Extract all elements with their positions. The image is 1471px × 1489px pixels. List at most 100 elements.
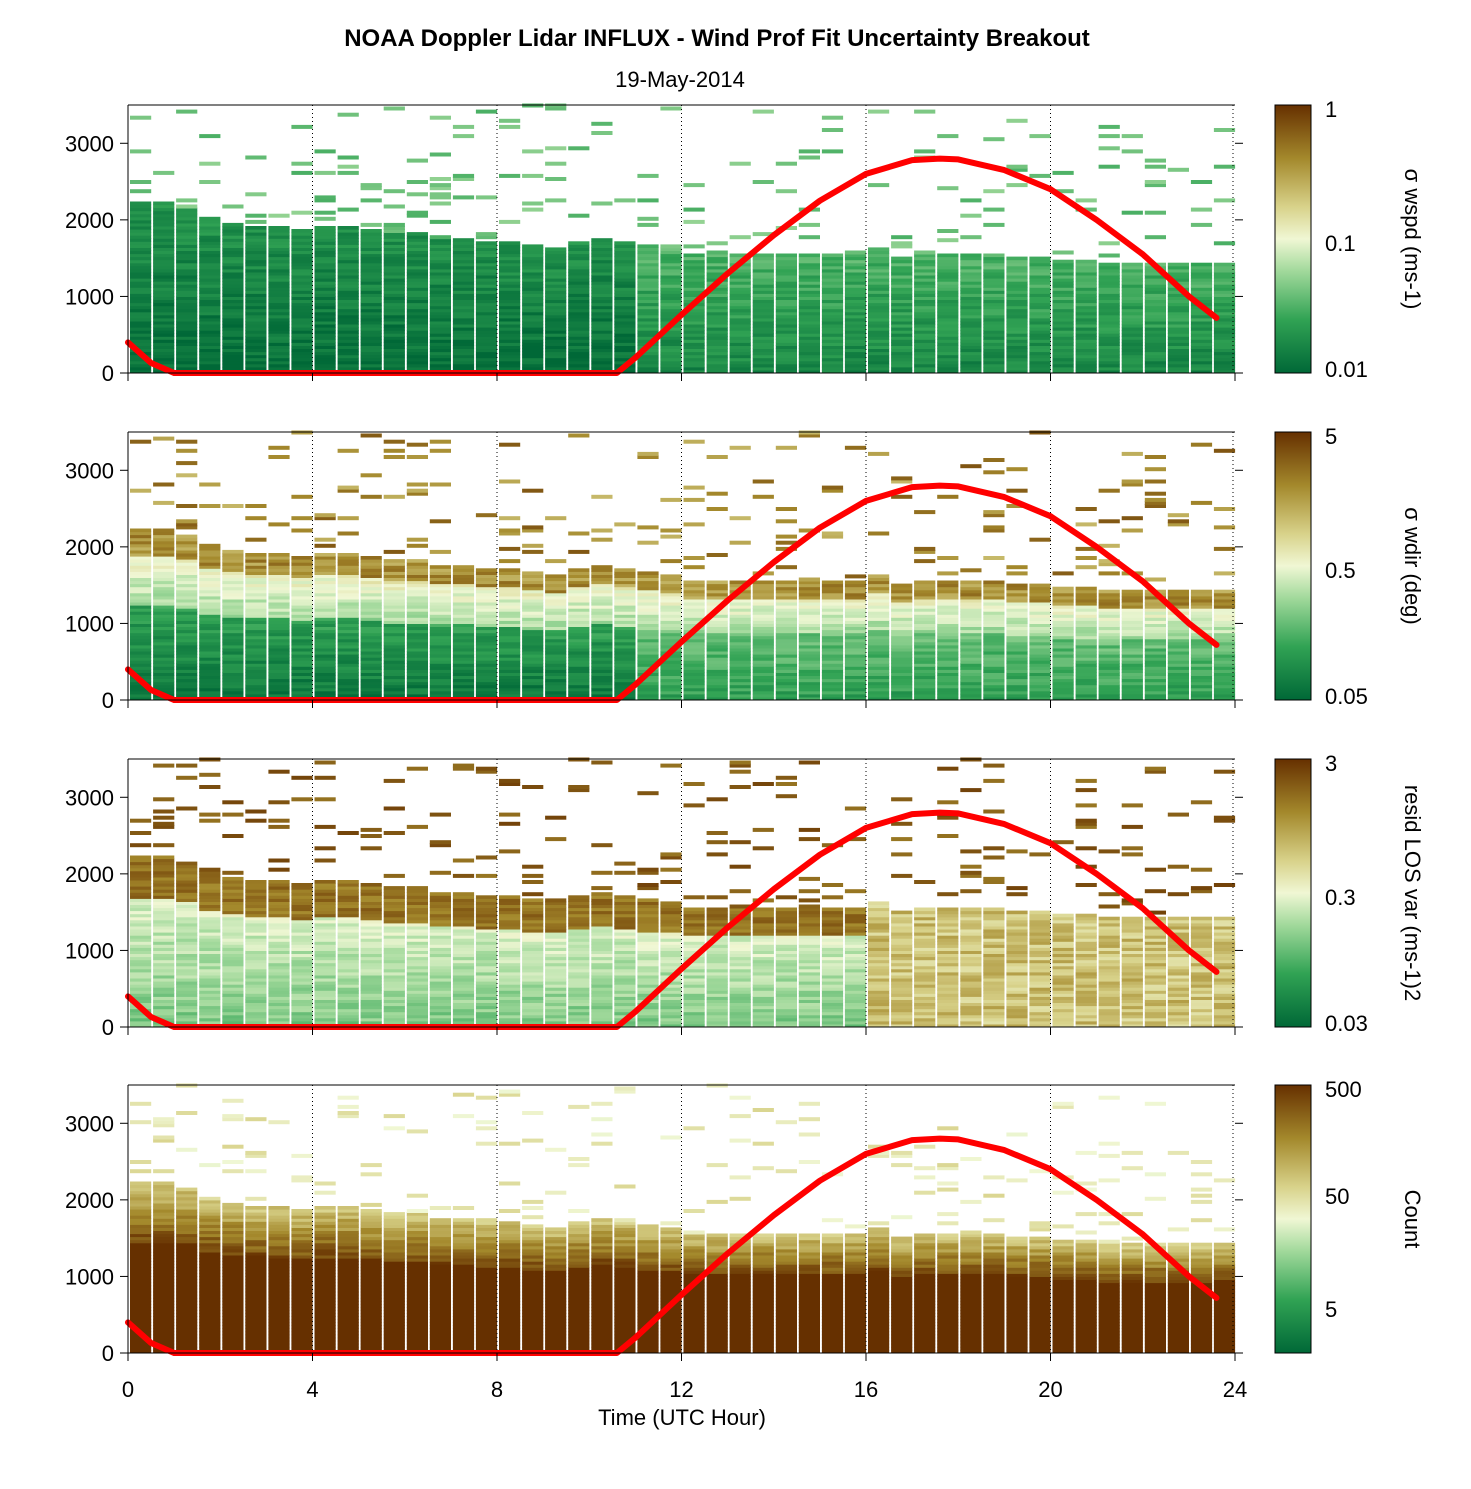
heatmap-cell — [453, 578, 474, 582]
heatmap-cell — [937, 685, 958, 689]
heatmap-cell — [338, 611, 359, 615]
heatmap-cell — [130, 293, 151, 297]
heatmap-cell — [1214, 293, 1235, 297]
heatmap-cell — [407, 315, 428, 319]
heatmap-cell — [753, 620, 774, 624]
heatmap-cell — [338, 571, 359, 575]
heatmap-cell — [268, 895, 289, 899]
heatmap-cell — [868, 293, 889, 297]
heatmap-cell — [453, 324, 474, 328]
heatmap-cell — [245, 342, 266, 346]
heatmap-cell — [291, 620, 312, 624]
heatmap-cell — [176, 235, 197, 239]
heatmap-cell — [361, 244, 382, 248]
heatmap-cell — [338, 516, 359, 520]
heatmap-cell — [245, 260, 266, 264]
heatmap-cell — [983, 260, 1004, 264]
heatmap-cell — [868, 636, 889, 640]
heatmap-cell — [130, 208, 151, 212]
heatmap-cell — [268, 593, 289, 597]
y-tick-label: 0 — [102, 688, 114, 713]
heatmap-cell — [776, 660, 797, 664]
heatmap-cell — [245, 235, 266, 239]
heatmap-cell — [407, 584, 428, 588]
heatmap-cell — [660, 676, 681, 680]
heatmap-cell — [591, 342, 612, 346]
heatmap-cell — [776, 275, 797, 279]
heatmap-cell — [361, 651, 382, 655]
heatmap-cell — [684, 593, 705, 597]
heatmap-cell — [660, 300, 681, 304]
heatmap-cell — [914, 510, 935, 514]
heatmap-cell — [384, 367, 405, 371]
heatmap-cell — [153, 978, 174, 982]
heatmap-cell — [1145, 367, 1166, 371]
heatmap-cell — [153, 954, 174, 958]
heatmap-cell — [222, 587, 243, 591]
heatmap-cell — [868, 260, 889, 264]
heatmap-cell — [153, 232, 174, 236]
heatmap-cell — [315, 278, 336, 282]
heatmap-cell — [1168, 333, 1189, 337]
heatmap-cell — [338, 244, 359, 248]
heatmap-cell — [753, 180, 774, 184]
heatmap-cell — [499, 645, 520, 649]
heatmap-cell — [1145, 358, 1166, 362]
heatmap-cell — [384, 578, 405, 582]
heatmap-cell — [430, 676, 451, 680]
heatmap-cell — [1099, 590, 1120, 594]
heatmap-cell — [361, 300, 382, 304]
heatmap-cell — [568, 278, 589, 282]
heatmap-cell — [591, 587, 612, 591]
heatmap-cell — [891, 318, 912, 322]
heatmap-cell — [222, 257, 243, 261]
heatmap-cell — [914, 339, 935, 343]
heatmap-cell — [1029, 642, 1050, 646]
heatmap-cell — [799, 327, 820, 331]
heatmap-cell — [799, 691, 820, 695]
heatmap-cell — [291, 627, 312, 631]
heatmap-cell — [176, 905, 197, 909]
heatmap-cell — [222, 284, 243, 288]
heatmap-cell — [1191, 352, 1212, 356]
heatmap-cell — [361, 562, 382, 566]
heatmap-cell — [291, 636, 312, 640]
heatmap-cell — [407, 666, 428, 670]
heatmap-cell — [315, 584, 336, 588]
heatmap-cell — [268, 1018, 289, 1022]
heatmap-cell — [591, 605, 612, 609]
heatmap-cell — [268, 284, 289, 288]
heatmap-cell — [983, 223, 1004, 227]
heatmap-cell — [1029, 290, 1050, 294]
heatmap-cell — [1053, 339, 1074, 343]
heatmap-cell — [753, 679, 774, 683]
heatmap-cell — [291, 568, 312, 572]
heatmap-cell — [222, 691, 243, 695]
heatmap-cell — [453, 195, 474, 199]
heatmap-cell — [338, 315, 359, 319]
heatmap-cell — [1168, 266, 1189, 270]
heatmap-cell — [707, 636, 728, 640]
heatmap-cell — [868, 327, 889, 331]
heatmap-cell — [430, 153, 451, 157]
heatmap-cell — [776, 446, 797, 450]
heatmap-cell — [522, 364, 543, 368]
heatmap-cell — [384, 251, 405, 255]
heatmap-cell — [291, 593, 312, 597]
heatmap-cell — [1168, 358, 1189, 362]
heatmap-cell — [1214, 333, 1235, 337]
heatmap-cell — [222, 813, 243, 817]
heatmap-cell — [453, 571, 474, 575]
heatmap-cell — [545, 318, 566, 322]
heatmap-cell — [684, 327, 705, 331]
heatmap-cell — [176, 205, 197, 209]
heatmap-cell — [845, 333, 866, 337]
heatmap-cell — [199, 666, 220, 670]
heatmap-cell — [153, 538, 174, 542]
heatmap-cell — [776, 535, 797, 539]
heatmap-cell — [430, 257, 451, 261]
heatmap-cell — [684, 676, 705, 680]
heatmap-cell — [407, 587, 428, 591]
heatmap-cell — [245, 911, 266, 915]
heatmap-cell — [960, 581, 981, 585]
